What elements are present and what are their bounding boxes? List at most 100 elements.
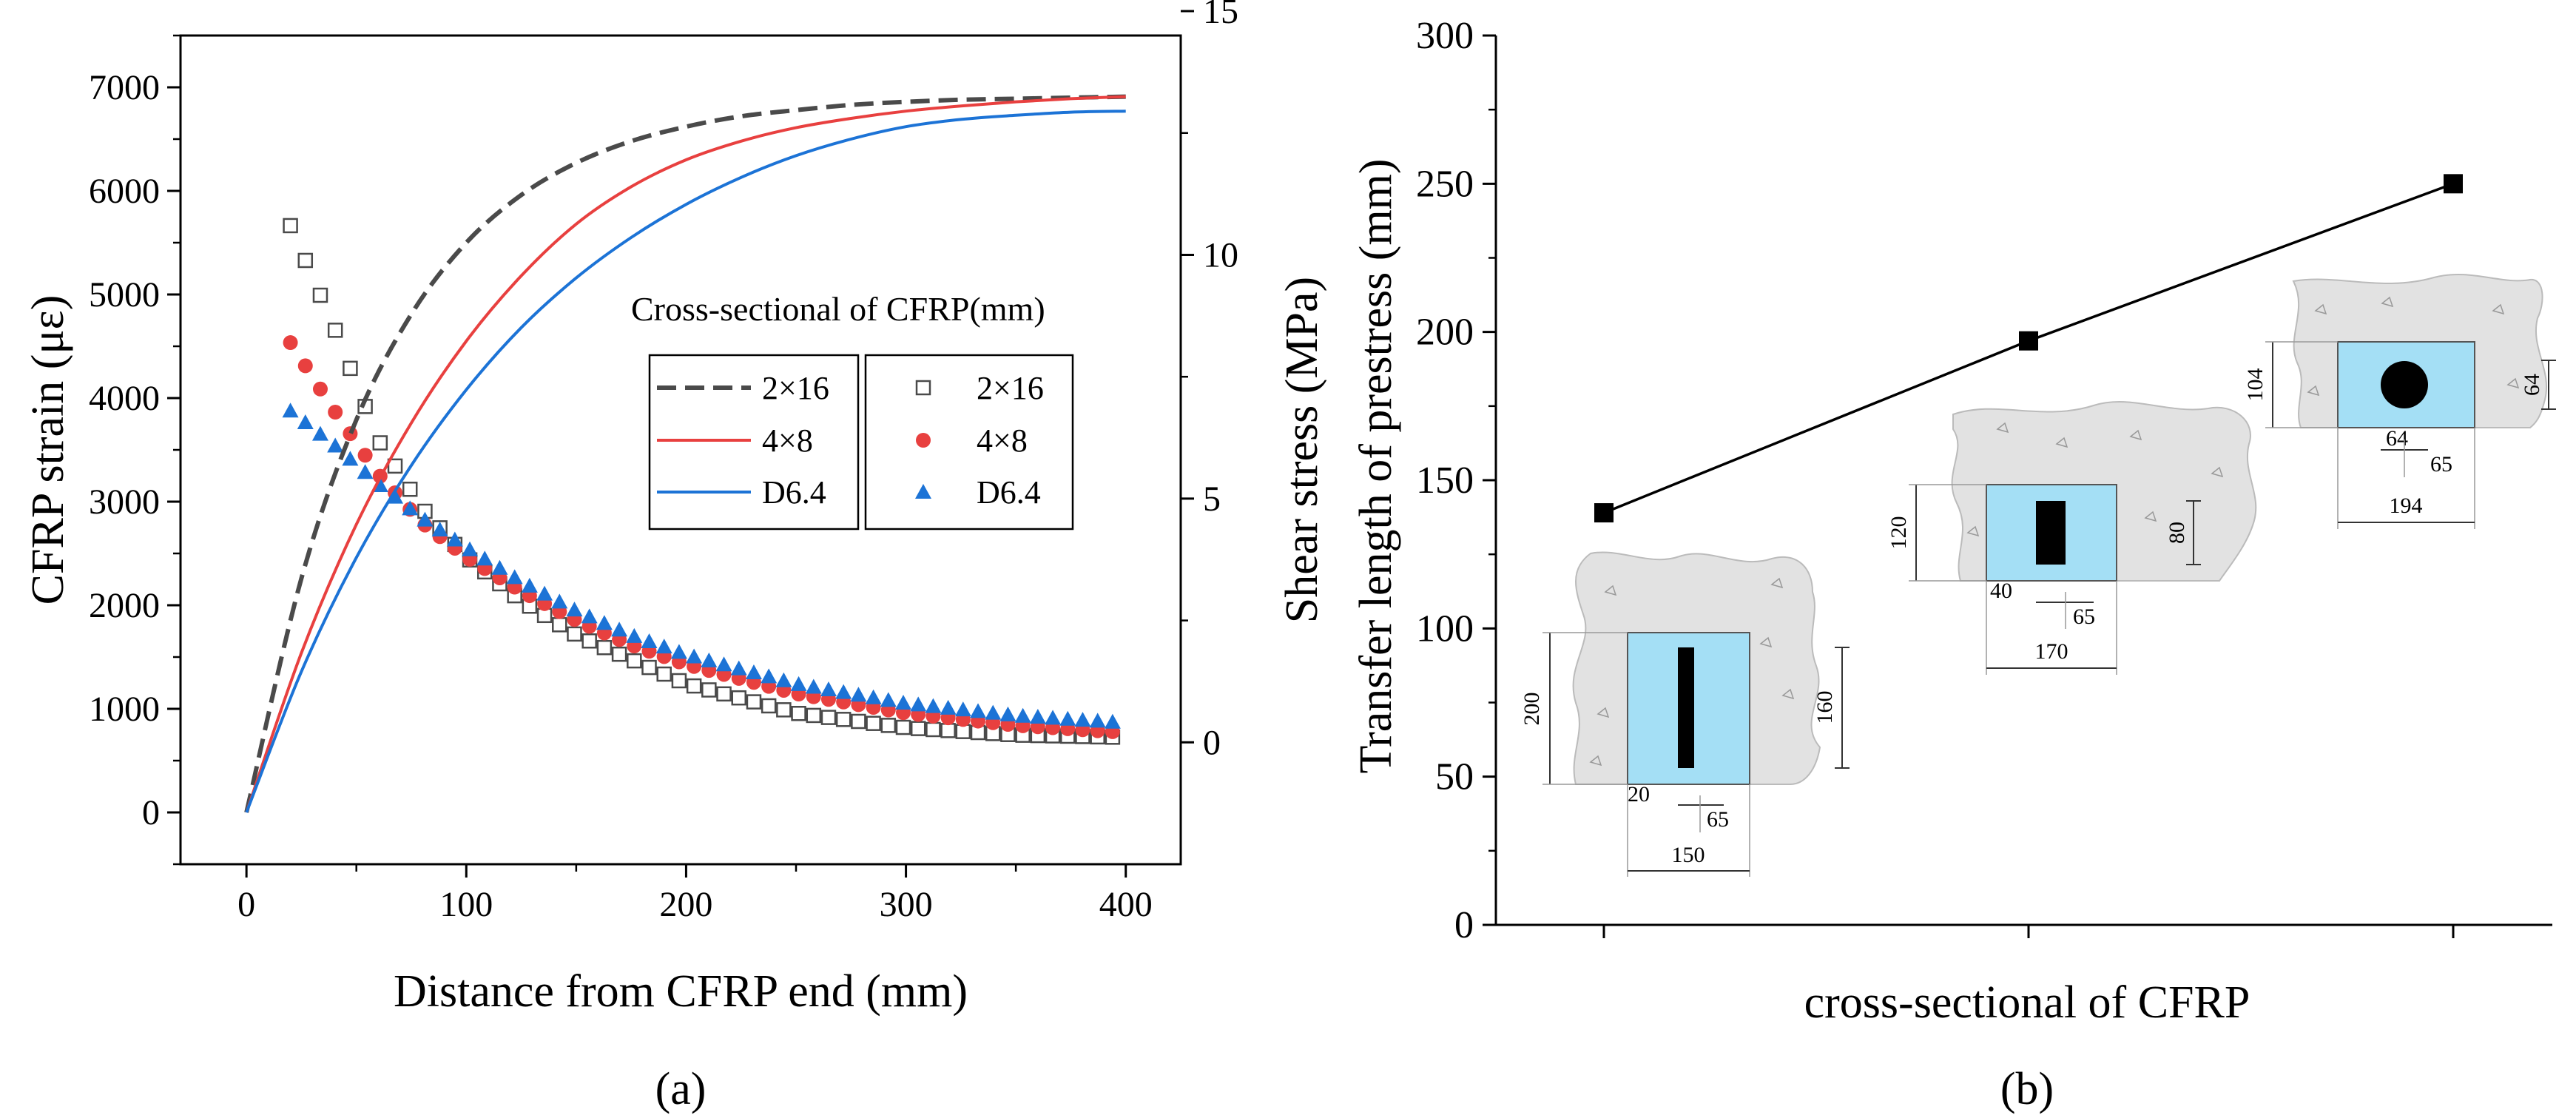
dim-width-strip: 40: [1990, 579, 2012, 603]
panel-a-strain-series: [244, 94, 1126, 813]
x-tick-label: 400: [1099, 885, 1153, 924]
panel-a-tick-labels: 0 100 200 300 400010002000300040005000600070…: [89, 0, 1238, 924]
shear-point: [596, 615, 613, 630]
y-tick-label: 5000: [89, 275, 160, 314]
panel-b-label: (b): [2000, 1064, 2054, 1114]
legend-label-4x8-marker: 4×8: [977, 422, 1028, 459]
shear-point: [1089, 713, 1106, 728]
dim-edge: 65: [1707, 807, 1729, 832]
shear-point: [701, 682, 717, 698]
shear-point: [312, 381, 328, 397]
shear-point: [790, 676, 807, 691]
cfrp-strip: [1678, 647, 1694, 768]
shear-series-D6.4: [282, 403, 1121, 729]
shear-point: [820, 710, 837, 725]
shear-point: [701, 652, 718, 667]
shear-point: [940, 723, 956, 738]
dim-height: 104: [2243, 368, 2268, 402]
panel-b-tick-labels: 0 50 100 150 200 250 300: [1416, 15, 1474, 946]
shear-point: [283, 218, 298, 234]
shear-point: [312, 287, 328, 303]
shear-point: [1059, 710, 1076, 726]
y2-tick-label: 0: [1203, 723, 1221, 762]
legend-marker-d64: [915, 484, 931, 499]
strain-curve-4×8: [245, 95, 1126, 813]
shear-point: [551, 593, 568, 609]
shear-point: [327, 323, 343, 338]
legend-label-2x16-marker: 2×16: [977, 370, 1044, 406]
shear-point: [731, 690, 746, 706]
dim-edge: 65: [2430, 452, 2452, 477]
shear-point: [566, 602, 583, 617]
inset-2x16: 200 160 20 65 150: [1520, 551, 1850, 877]
shear-point: [716, 686, 732, 702]
y-tick-label: 2000: [89, 586, 160, 625]
panel-a-legend: Cross-sectional of CFRP(mm) 2×16 4×8 D6.…: [631, 290, 1074, 531]
shear-point: [1014, 707, 1031, 723]
y-tick-label: 1000: [89, 690, 160, 729]
transfer-length-point-2×16: [1594, 503, 1614, 523]
panel-a-y2label: Shear stress (MPa): [1277, 277, 1327, 623]
y-tick-label: 3000: [89, 482, 160, 522]
legend-marker-shape: [915, 380, 931, 396]
legend-marker-4x8: [916, 433, 931, 448]
shear-point: [297, 252, 314, 269]
shear-point: [611, 622, 628, 637]
shear-point: [686, 648, 703, 664]
inset-d64: 104 64 64 65 194: [2243, 273, 2556, 529]
cfrp-rod: [2381, 361, 2428, 408]
legend-label-4x8-line: 4×8: [762, 422, 813, 459]
shear-point: [670, 644, 687, 659]
panel-a-xlabel: Distance from CFRP end (mm): [394, 966, 968, 1017]
panel-b: 0 50 100 150 200 250 300 Transfer length of pr…: [1351, 15, 2556, 1114]
shear-point: [776, 702, 792, 718]
x-tick-label: 200: [659, 885, 712, 924]
legend-title: Cross-sectional of CFRP(mm): [631, 290, 1045, 328]
shear-point: [402, 500, 419, 516]
shear-point: [462, 541, 479, 556]
shear-point: [626, 627, 643, 643]
shear-point: [491, 559, 508, 575]
shear-point: [805, 678, 822, 694]
panel-b-ylabel: Transfer length of prestress (mm): [1351, 158, 1401, 773]
dim-total: 150: [1672, 843, 1705, 867]
shear-point: [851, 713, 866, 730]
shear-point: [327, 437, 344, 453]
dim-strip: 160: [1813, 691, 1837, 724]
shear-point: [775, 672, 792, 687]
panel-a-shear-series: [282, 218, 1121, 745]
shear-point: [940, 699, 957, 715]
dim-total: 194: [2390, 494, 2423, 518]
dim-height: 200: [1520, 693, 1544, 726]
y-tick-label: 300: [1416, 15, 1474, 57]
y-tick-label: 200: [1416, 312, 1474, 354]
shear-point: [895, 694, 912, 710]
y-tick-label: 250: [1416, 163, 1474, 205]
dim-strip: 80: [2165, 522, 2189, 544]
shear-point: [925, 721, 941, 738]
legend-label-2x16-line: 2×16: [762, 370, 829, 406]
shear-point: [506, 569, 523, 585]
x-tick-label: 0: [237, 885, 255, 924]
shear-point: [655, 639, 672, 654]
shear-point: [431, 522, 448, 537]
dim-height: 120: [1887, 516, 1911, 550]
legend-marker-2x16: [915, 380, 931, 396]
shear-point: [835, 684, 852, 699]
y2-tick-label: 5: [1203, 479, 1221, 519]
dim-edge: 65: [2073, 605, 2095, 629]
shear-point: [521, 577, 538, 593]
y-tick-label: 50: [1435, 756, 1474, 798]
shear-point: [343, 426, 358, 442]
shear-point: [297, 358, 313, 374]
shear-point: [880, 718, 897, 733]
shear-point: [865, 689, 882, 704]
shear-point: [311, 425, 328, 441]
shear-point: [895, 719, 911, 735]
legend-label-d64-line: D6.4: [762, 474, 826, 511]
shear-point: [820, 681, 837, 697]
shear-point: [282, 403, 299, 418]
shear-point: [342, 451, 359, 466]
panel-a-label: (a): [655, 1064, 707, 1114]
shear-point: [955, 724, 971, 739]
